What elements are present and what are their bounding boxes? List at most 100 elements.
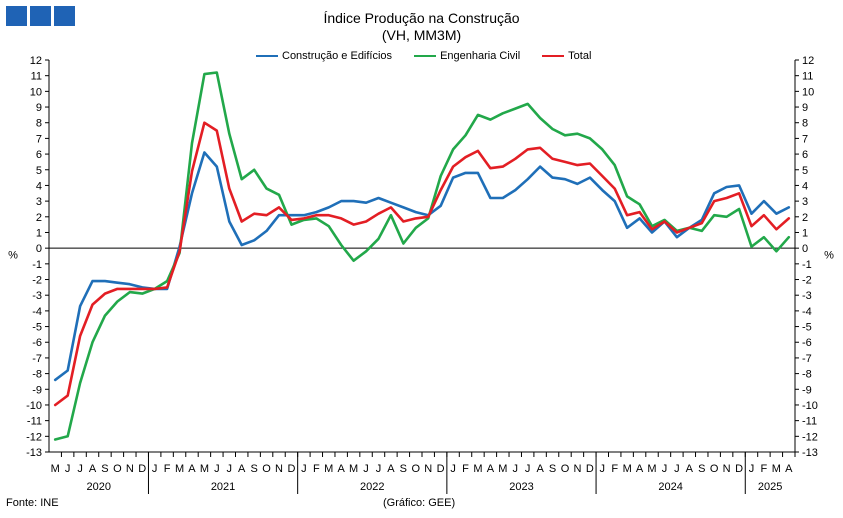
x-tick-label: M bbox=[498, 463, 507, 475]
x-tick-label: M bbox=[175, 463, 184, 475]
y-tick-label-left: -7 bbox=[32, 353, 42, 365]
x-tick-label: M bbox=[647, 463, 656, 475]
y-tick-label-right: -4 bbox=[802, 306, 812, 318]
x-tick-label: A bbox=[387, 463, 395, 475]
y-tick-label-right: -5 bbox=[802, 322, 812, 334]
y-tick-label-right: 11 bbox=[802, 71, 813, 83]
y-tick-label-left: 8 bbox=[36, 118, 42, 130]
x-tick-label: J bbox=[674, 463, 680, 475]
y-tick-label-left: 10 bbox=[30, 86, 42, 98]
legend-swatch bbox=[256, 55, 278, 57]
x-tick-label: A bbox=[338, 463, 346, 475]
y-tick-label-right: 5 bbox=[802, 165, 808, 177]
y-tick-label-right: -6 bbox=[802, 337, 812, 349]
legend-label: Engenharia Civil bbox=[440, 50, 521, 62]
year-label: 2020 bbox=[86, 481, 110, 493]
legend-label: Total bbox=[568, 50, 592, 62]
x-tick-label: J bbox=[749, 463, 755, 475]
y-tick-label-left: 3 bbox=[36, 196, 42, 208]
y-tick-label-left: -1 bbox=[32, 259, 42, 271]
legend-label: Construção e Edifícios bbox=[282, 50, 393, 62]
y-tick-label-left: 0 bbox=[36, 243, 42, 255]
x-tick-label: M bbox=[51, 463, 60, 475]
y-tick-label-right: -9 bbox=[802, 384, 812, 396]
x-tick-label: F bbox=[611, 463, 618, 475]
y-tick-label-left: 7 bbox=[36, 133, 42, 145]
x-tick-label: F bbox=[164, 463, 171, 475]
x-tick-label: J bbox=[214, 463, 220, 475]
y-tick-label-left: 9 bbox=[36, 102, 42, 114]
year-label: 2024 bbox=[658, 481, 682, 493]
y-tick-label-left: -2 bbox=[32, 275, 42, 287]
x-tick-label: A bbox=[785, 463, 793, 475]
x-tick-label: M bbox=[623, 463, 632, 475]
x-tick-label: N bbox=[573, 463, 581, 475]
y-tick-label-right: -10 bbox=[802, 400, 818, 412]
x-tick-label: J bbox=[227, 463, 233, 475]
x-tick-label: D bbox=[437, 463, 445, 475]
x-tick-label: J bbox=[152, 463, 158, 475]
x-tick-label: A bbox=[89, 463, 97, 475]
x-tick-label: J bbox=[513, 463, 519, 475]
y-tick-label-left: -12 bbox=[26, 431, 42, 443]
y-tick-label-left: -4 bbox=[32, 306, 42, 318]
x-tick-label: N bbox=[424, 463, 432, 475]
y-tick-label-right: -1 bbox=[802, 259, 812, 271]
y-tick-label-left: 11 bbox=[31, 71, 42, 83]
x-tick-label: N bbox=[275, 463, 283, 475]
year-label: 2021 bbox=[211, 481, 235, 493]
x-tick-label: O bbox=[710, 463, 719, 475]
y-tick-label-right: 2 bbox=[802, 212, 808, 224]
x-tick-label: N bbox=[126, 463, 134, 475]
x-tick-label: J bbox=[450, 463, 456, 475]
year-label: 2025 bbox=[758, 481, 782, 493]
y-tick-label-right: 9 bbox=[802, 102, 808, 114]
x-tick-label: J bbox=[662, 463, 668, 475]
y-tick-label-left: -13 bbox=[26, 447, 42, 459]
y-tick-label-right: -2 bbox=[802, 275, 812, 287]
y-tick-label-left: 1 bbox=[36, 227, 42, 239]
y-tick-label-right: 1 bbox=[802, 227, 808, 239]
x-tick-label: S bbox=[101, 463, 108, 475]
x-tick-label: D bbox=[735, 463, 743, 475]
y-tick-label-left: 6 bbox=[36, 149, 42, 161]
logo-square bbox=[30, 6, 51, 26]
x-tick-label: O bbox=[412, 463, 421, 475]
x-tick-label: D bbox=[586, 463, 594, 475]
y-tick-label-left: 12 bbox=[30, 55, 42, 67]
year-label: 2022 bbox=[360, 481, 384, 493]
series-line bbox=[53, 121, 791, 407]
y-tick-label-right: 4 bbox=[802, 180, 808, 192]
logo-square bbox=[6, 6, 27, 26]
y-tick-label-left: -5 bbox=[32, 322, 42, 334]
x-tick-label: D bbox=[138, 463, 146, 475]
y-tick-label-left: -3 bbox=[32, 290, 42, 302]
y-axis-label-right: % bbox=[824, 249, 834, 261]
x-tick-label: J bbox=[376, 463, 382, 475]
x-tick-label: S bbox=[400, 463, 407, 475]
x-tick-label: O bbox=[262, 463, 271, 475]
x-tick-label: A bbox=[536, 463, 544, 475]
x-tick-label: S bbox=[698, 463, 705, 475]
series-line bbox=[53, 151, 791, 382]
x-tick-label: J bbox=[65, 463, 71, 475]
x-tick-label: A bbox=[686, 463, 694, 475]
x-tick-label: F bbox=[313, 463, 320, 475]
legend-swatch bbox=[414, 55, 437, 57]
y-tick-label-left: -11 bbox=[27, 416, 42, 428]
series-line bbox=[53, 71, 791, 441]
y-tick-label-right: 6 bbox=[802, 149, 808, 161]
x-tick-label: O bbox=[561, 463, 570, 475]
y-tick-label-right: 10 bbox=[802, 86, 814, 98]
x-tick-label: M bbox=[473, 463, 482, 475]
legend-item: Construção e Edifícios bbox=[256, 50, 392, 62]
y-tick-label-right: 8 bbox=[802, 118, 808, 130]
x-tick-label: D bbox=[287, 463, 295, 475]
y-tick-label-left: -9 bbox=[32, 384, 42, 396]
y-axis-label-left: % bbox=[8, 249, 18, 261]
source-note: Fonte: INE bbox=[6, 497, 59, 509]
y-tick-label-left: 2 bbox=[36, 212, 42, 224]
x-tick-label: S bbox=[250, 463, 257, 475]
x-tick-label: S bbox=[549, 463, 556, 475]
